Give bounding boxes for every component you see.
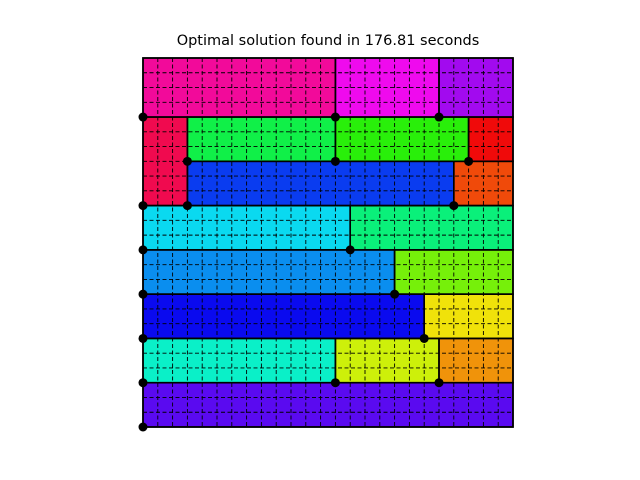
corner-dot — [330, 156, 340, 166]
corner-dot — [138, 378, 148, 388]
corner-dot — [182, 201, 192, 211]
corner-dot — [390, 289, 400, 299]
outer-frame — [142, 57, 514, 428]
rect-bottom-indigo — [143, 382, 513, 427]
rect-top-magenta — [143, 58, 336, 118]
rect-blue — [143, 294, 425, 339]
corner-dot — [138, 422, 148, 432]
corner-dot — [138, 245, 148, 255]
corner-dot — [138, 201, 148, 211]
corner-dot — [330, 112, 340, 122]
corner-dot — [182, 156, 192, 166]
corner-dot — [449, 201, 459, 211]
rect-spring-green — [350, 205, 513, 250]
corner-dot — [434, 378, 444, 388]
corner-dot — [330, 378, 340, 388]
corner-dot — [434, 112, 444, 122]
corner-dot — [138, 289, 148, 299]
rect-yellow-green — [335, 338, 439, 383]
rect-green-right — [335, 117, 469, 162]
corner-dot — [138, 333, 148, 343]
rect-orange — [439, 338, 513, 383]
rect-azure — [143, 249, 395, 295]
corner-dot — [138, 112, 148, 122]
corner-dot — [464, 156, 474, 166]
corner-points — [138, 112, 474, 432]
corner-dot — [419, 333, 429, 343]
rect-aquamarine — [143, 338, 336, 383]
rectangles-layer — [143, 58, 513, 427]
plot-title: Optimal solution found in 176.81 seconds — [176, 33, 480, 49]
rect-red — [468, 117, 513, 162]
corner-dot — [345, 245, 355, 255]
